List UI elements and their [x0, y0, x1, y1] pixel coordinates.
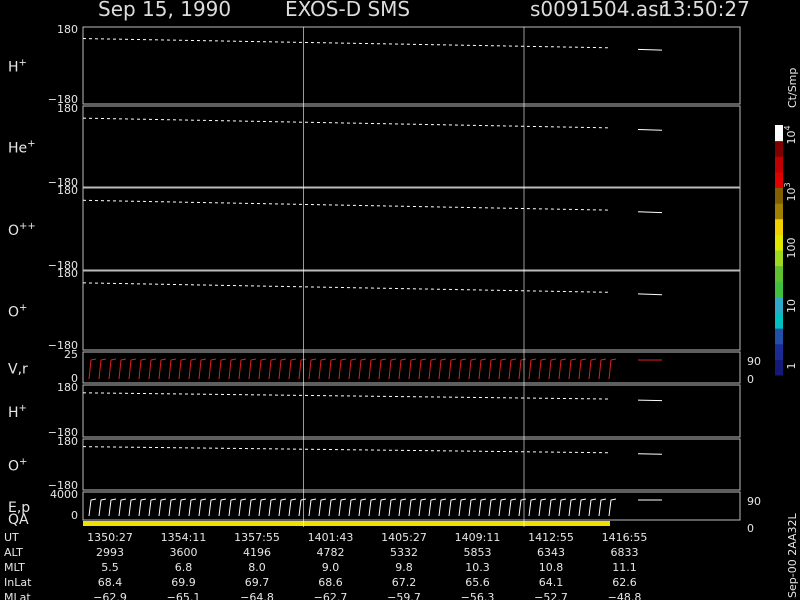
date: Sep 15, 1990 [98, 0, 231, 21]
file-name: s0091504.asr [530, 0, 668, 21]
time: 13:50:27 [660, 0, 750, 21]
colorbar-unit: Ct/Smp [786, 68, 799, 108]
footer-id: Sep-00 2AA32L [786, 512, 799, 598]
instrument: EXOS-D SMS [285, 0, 410, 21]
